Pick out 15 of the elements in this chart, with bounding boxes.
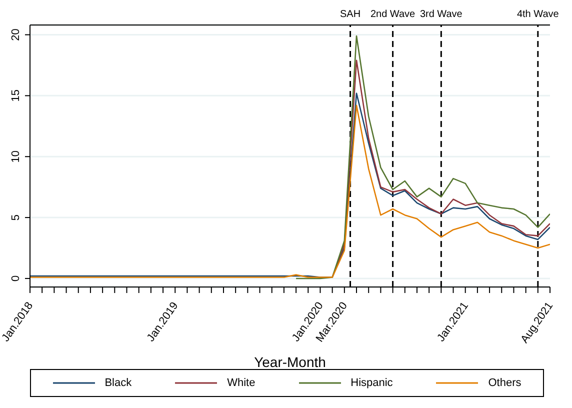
ref-line-label: 3rd Wave — [420, 9, 463, 20]
legend-label: Black — [104, 377, 132, 389]
y-tick-label: 10 — [10, 150, 22, 163]
ref-line-label: SAH — [340, 9, 361, 20]
x-axis-title: Year-Month — [254, 354, 326, 370]
legend-label: White — [227, 377, 256, 389]
y-tick-label: 5 — [10, 214, 22, 221]
ref-line-label: 4th Wave — [516, 9, 560, 20]
y-tick-label: 20 — [10, 28, 22, 41]
line-series — [295, 35, 550, 280]
y-tick-label: 0 — [10, 275, 22, 282]
legend-label: Others — [488, 377, 522, 389]
y-tick-label: 15 — [10, 90, 22, 102]
ref-line-label: 2nd Wave — [370, 9, 416, 20]
legend-label: Hispanic — [350, 377, 393, 389]
